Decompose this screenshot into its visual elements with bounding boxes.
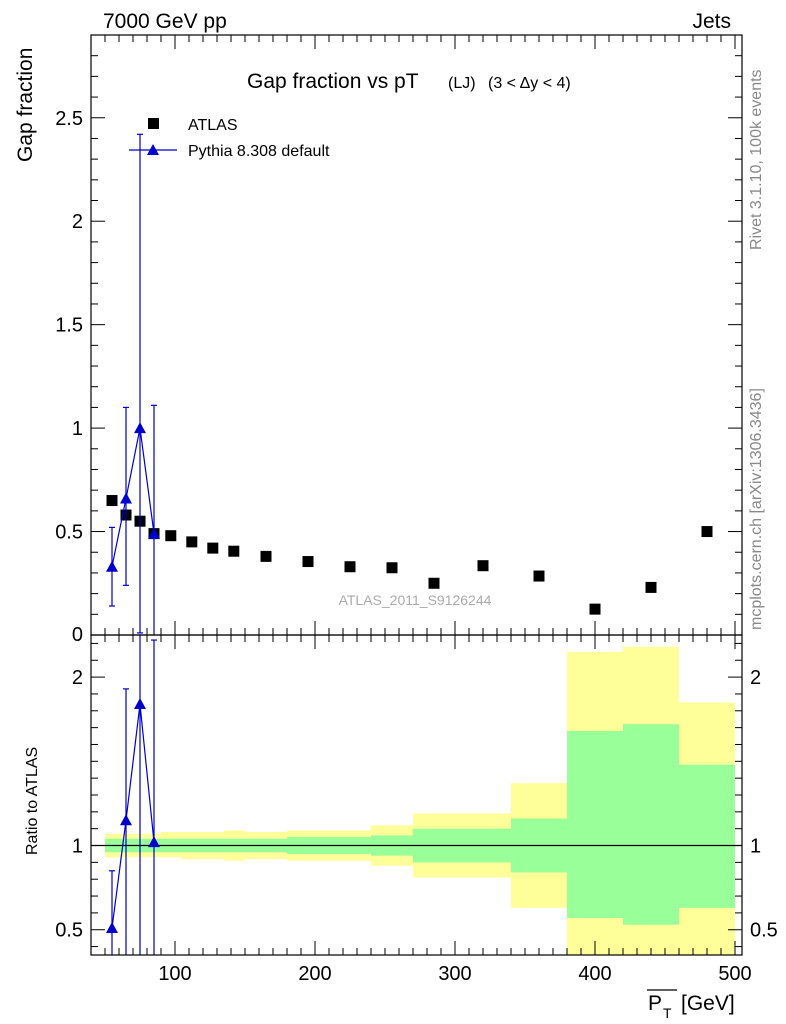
ratio-y-tick-label-right: 0.5	[750, 920, 778, 942]
ratio-points-layer	[106, 635, 160, 955]
main-y-tick-label: 0.5	[55, 522, 83, 544]
main-y-zero-label: 0	[72, 624, 83, 646]
main-y-tick-label: 2.5	[55, 108, 83, 130]
main-ticks-layer: 0.5 1 1.5 2 2.5 0	[55, 35, 742, 646]
atlas-data-point	[589, 603, 601, 615]
x-axis-label-main: P	[648, 992, 662, 1015]
pythia-data-point	[134, 422, 146, 434]
ratio-pythia-data-point	[134, 698, 146, 710]
atlas-data-point	[701, 526, 713, 538]
ratio-x-tick-label: 100	[158, 963, 191, 985]
legend-pythia-marker	[147, 144, 159, 155]
ratio-green-band	[623, 724, 679, 925]
atlas-data-point	[165, 530, 177, 542]
ratio-pythia-data-point	[120, 814, 132, 826]
main-title-sub: (LJ)	[448, 75, 476, 92]
atlas-data-point	[386, 562, 398, 574]
ratio-ticks-layer: 0.5 0.5 1 1 2 2 100 200 300 400 500	[55, 635, 778, 985]
pythia-line	[111, 427, 155, 567]
ratio-y-tick-label-right: 1	[750, 836, 761, 858]
pythia-data-point	[120, 492, 132, 504]
x-axis-label-sub: T	[663, 1005, 672, 1021]
mcplots-label: mcplots.cern.ch [arXiv:1306.3436]	[748, 388, 765, 630]
watermark-label: ATLAS_2011_S9126244	[339, 592, 492, 608]
atlas-data-point	[106, 495, 118, 507]
atlas-data-point	[477, 560, 489, 572]
energy-label: 7000 GeV pp	[103, 10, 227, 33]
main-y-tick-label: 2	[72, 211, 83, 233]
atlas-data-point	[228, 545, 240, 557]
main-y-tick-label: 1	[72, 418, 83, 440]
atlas-data-point	[186, 536, 198, 548]
legend: ATLAS Pythia 8.308 default	[129, 117, 330, 160]
ratio-x-tick-label: 300	[438, 963, 471, 985]
atlas-data-point	[344, 561, 356, 573]
legend-pythia-label: Pythia 8.308 default	[188, 143, 330, 160]
atlas-data-point	[428, 577, 440, 589]
main-y-axis-label: Gap fraction	[14, 48, 37, 162]
main-y-tick-label: 1.5	[55, 315, 83, 337]
ratio-y-axis-label: Ratio to ATLAS	[24, 747, 41, 855]
atlas-data-point	[207, 542, 219, 554]
rivet-label: Rivet 3.1.10, 100k events	[748, 69, 765, 250]
x-axis-label-unit: [GeV]	[681, 992, 735, 1015]
ratio-y-tick-label-right: 2	[750, 667, 761, 689]
atlas-data-point	[260, 550, 272, 562]
ratio-y-tick-label: 1	[72, 836, 83, 858]
ratio-x-tick-label: 200	[298, 963, 331, 985]
ratio-x-tick-label: 400	[578, 963, 611, 985]
ratio-y-tick-label: 0.5	[55, 920, 83, 942]
ratio-green-band	[567, 731, 623, 918]
atlas-data-point	[302, 556, 314, 568]
pythia-data-point	[106, 560, 118, 572]
ratio-panel: 0.5 0.5 1 1 2 2 100 200 300 400 500 Ratio to ATLAS…	[24, 634, 778, 1021]
ratio-pythia-data-point	[106, 922, 118, 934]
ratio-bands-layer	[105, 646, 735, 955]
main-title-range: (3 < Δy < 4)	[488, 75, 571, 92]
ratio-green-band	[679, 764, 735, 908]
main-points-layer	[106, 133, 713, 635]
main-panel: 0.5 1 1.5 2 2.5 0 Gap fraction vs pT (LJ) (3 …	[14, 34, 743, 646]
ratio-x-tick-label: 500	[718, 963, 751, 985]
legend-atlas-marker	[148, 118, 159, 129]
ratio-pythia-line	[111, 703, 155, 929]
legend-atlas-label: ATLAS	[188, 117, 238, 134]
pythia-data-point	[148, 527, 160, 539]
ratio-y-tick-label: 2	[72, 667, 83, 689]
ratio-pythia-data-point	[148, 836, 160, 848]
process-label: Jets	[692, 10, 731, 33]
main-title: Gap fraction vs pT	[247, 70, 419, 93]
atlas-data-point	[645, 581, 657, 593]
atlas-data-point	[533, 570, 545, 582]
